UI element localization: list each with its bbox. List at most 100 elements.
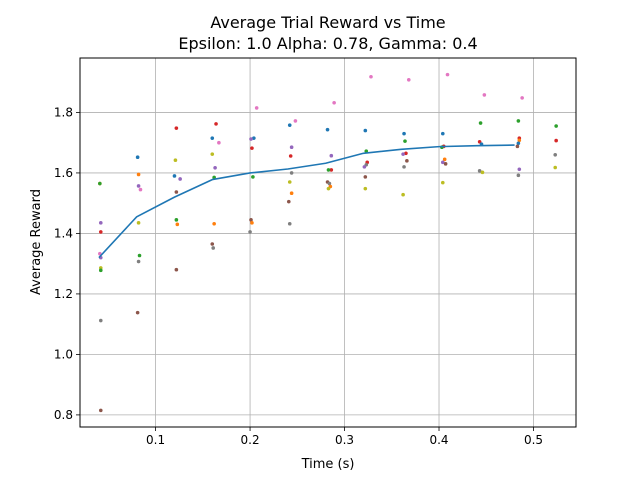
- scatter-point: [289, 171, 294, 175]
- scatter-point: [363, 128, 368, 133]
- scatter-point: [401, 192, 405, 197]
- scatter-point: [98, 230, 103, 234]
- scatter-point: [136, 221, 141, 225]
- x-axis-label: Time (s): [301, 457, 355, 472]
- scatter-point: [445, 72, 450, 77]
- scatter-point: [553, 152, 558, 157]
- scatter-point: [210, 136, 215, 140]
- scatter-point: [286, 199, 291, 204]
- scatter-point: [289, 191, 294, 195]
- scatter-point: [443, 162, 448, 166]
- scatter-point: [516, 119, 521, 123]
- x-tick-label: 0.2: [241, 433, 260, 447]
- scatter-point: [516, 173, 521, 178]
- scatter-point: [135, 310, 140, 315]
- scatter-point: [363, 175, 368, 179]
- scatter-point: [98, 268, 103, 273]
- scatter-point: [136, 259, 141, 264]
- y-tick-label: 1.2: [54, 287, 73, 301]
- scatter-point: [402, 165, 406, 169]
- scatter-point: [440, 160, 445, 165]
- scatter-point: [217, 140, 221, 145]
- mean-reward-line-group: [98, 144, 515, 259]
- scatter-point: [362, 165, 367, 169]
- scatter-point: [213, 165, 217, 170]
- y-tick-label: 1.0: [54, 347, 73, 361]
- scatter-point: [289, 145, 294, 150]
- scatter-point: [287, 123, 292, 127]
- scatter-point: [325, 127, 330, 132]
- scatter-point: [249, 137, 253, 141]
- scatter-point: [326, 186, 331, 191]
- scatter-point: [406, 77, 411, 82]
- scatter-point: [440, 131, 445, 136]
- scatter-point: [135, 155, 140, 160]
- scatter-point: [287, 221, 292, 226]
- scatter-point: [520, 96, 524, 100]
- scatter-point: [288, 154, 293, 158]
- scatter-point: [175, 222, 180, 227]
- scatter-point: [480, 170, 485, 175]
- scatter-point: [553, 165, 558, 170]
- scatter-point: [363, 186, 368, 191]
- x-tick-label: 0.3: [335, 433, 354, 447]
- scatter-point: [250, 221, 254, 225]
- scatter-point: [517, 138, 522, 143]
- scatter-point: [250, 146, 254, 150]
- scatter-point: [404, 151, 408, 156]
- scatter-point: [136, 172, 141, 177]
- scatter-point: [482, 93, 487, 97]
- scatter-point: [98, 221, 103, 225]
- x-tick-label: 0.1: [146, 433, 165, 447]
- scatter-point: [402, 131, 406, 136]
- scatter-point: [440, 180, 445, 185]
- scatter-point: [369, 74, 373, 79]
- scatter-point: [329, 168, 334, 172]
- grid: [80, 58, 576, 427]
- scatter-point: [442, 157, 447, 162]
- scatter-point: [254, 106, 259, 110]
- scatter-point: [554, 138, 558, 143]
- y-axis-label: Average Reward: [29, 189, 44, 295]
- scatter-point: [173, 158, 178, 163]
- scatter-point: [405, 159, 409, 163]
- scatter-point: [138, 187, 143, 192]
- scatter-point: [401, 152, 405, 156]
- scatter-point: [249, 218, 253, 222]
- scatter-point: [210, 152, 215, 156]
- scatter-point: [403, 139, 407, 143]
- y-tick-label: 0.8: [54, 408, 73, 422]
- scatter-point: [287, 180, 292, 184]
- scatter-point: [329, 153, 334, 158]
- scatter-point: [174, 190, 179, 194]
- scatter-point: [293, 119, 298, 123]
- scatter-point: [178, 177, 182, 181]
- scatter-point: [516, 141, 521, 146]
- scatter-point: [174, 267, 179, 272]
- scatter-point: [248, 230, 252, 234]
- scatter-point: [137, 253, 142, 258]
- mean-reward-line: [98, 144, 515, 259]
- scatter-point: [174, 126, 179, 130]
- axis-ticks: 0.1 0.2 0.3 0.4 0.5 0.8 1.0 1.2 1.4 1.6 1.8: [54, 105, 543, 447]
- scatter-point: [477, 139, 482, 144]
- y-tick-label: 1.8: [54, 105, 73, 119]
- scatter-points: [98, 72, 558, 413]
- y-tick-label: 1.4: [54, 226, 73, 240]
- scatter-point: [211, 246, 216, 250]
- scatter-point: [136, 184, 141, 188]
- scatter-point: [364, 149, 369, 153]
- scatter-point: [210, 242, 215, 246]
- scatter-point: [98, 318, 103, 323]
- scatter-point: [478, 121, 483, 125]
- y-tick-label: 1.6: [54, 166, 73, 180]
- scatter-point: [172, 174, 177, 178]
- scatter-point: [326, 168, 331, 172]
- scatter-point: [212, 221, 216, 226]
- scatter-point: [515, 144, 520, 149]
- x-tick-label: 0.5: [524, 433, 543, 447]
- chart-title-line-1: Average Trial Reward vs Time: [210, 13, 445, 32]
- scatter-point: [477, 169, 482, 173]
